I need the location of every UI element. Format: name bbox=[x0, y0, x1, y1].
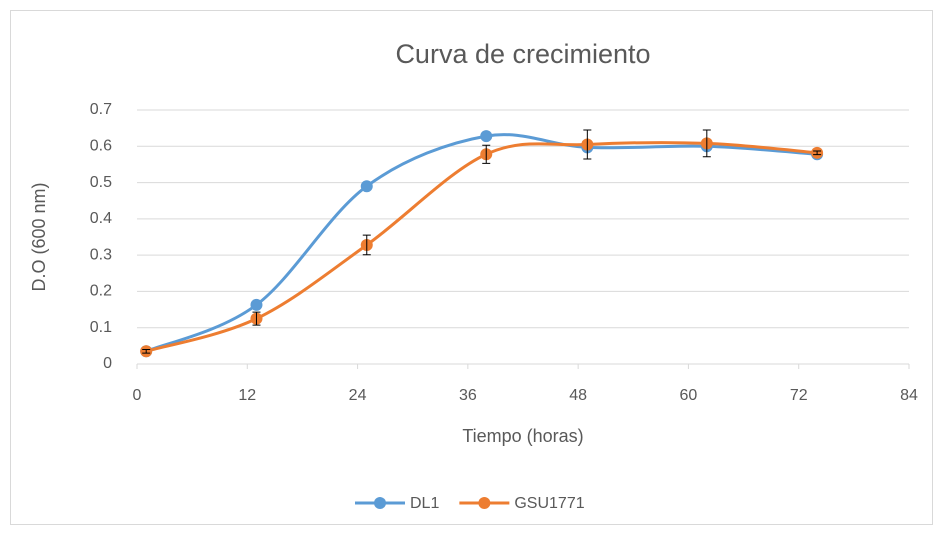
x-tick-label: 72 bbox=[790, 387, 808, 404]
x-tick-label: 24 bbox=[349, 387, 367, 404]
legend-marker bbox=[478, 497, 491, 509]
legend-label: GSU1771 bbox=[514, 495, 584, 512]
marker bbox=[480, 130, 493, 143]
x-tick-label: 0 bbox=[133, 387, 142, 404]
chart-title: Curva de crecimiento bbox=[395, 39, 650, 69]
error-bar bbox=[482, 144, 491, 164]
y-tick-label: 0.2 bbox=[90, 283, 112, 300]
y-tick-label: 0.5 bbox=[90, 174, 112, 191]
y-tick-label: 0.7 bbox=[90, 101, 112, 118]
error-bar bbox=[362, 234, 371, 256]
error-bar bbox=[583, 129, 592, 160]
error-bar bbox=[813, 150, 822, 156]
x-tick-label: 12 bbox=[238, 387, 256, 404]
y-tick-label: 0.4 bbox=[90, 210, 112, 227]
marker bbox=[250, 298, 263, 311]
legend-label: DL1 bbox=[410, 495, 439, 512]
x-tick-label: 48 bbox=[569, 387, 587, 404]
x-tick-label: 84 bbox=[900, 387, 918, 404]
marker bbox=[360, 180, 373, 193]
chart-frame bbox=[10, 10, 933, 525]
legend-marker bbox=[374, 497, 386, 509]
y-axis-label: D.O (600 nm) bbox=[29, 182, 49, 291]
x-tick-label: 60 bbox=[680, 387, 698, 404]
error-bar bbox=[142, 348, 151, 354]
x-axis-label: Tiempo (horas) bbox=[462, 426, 583, 446]
y-tick-label: 0.3 bbox=[90, 246, 112, 263]
y-tick-label: 0.1 bbox=[90, 319, 112, 336]
y-tick-label: 0.6 bbox=[90, 138, 112, 155]
error-bar bbox=[702, 129, 711, 158]
error-bar bbox=[252, 311, 261, 326]
x-tick-label: 36 bbox=[459, 387, 477, 404]
y-tick-label: 0 bbox=[103, 355, 112, 372]
